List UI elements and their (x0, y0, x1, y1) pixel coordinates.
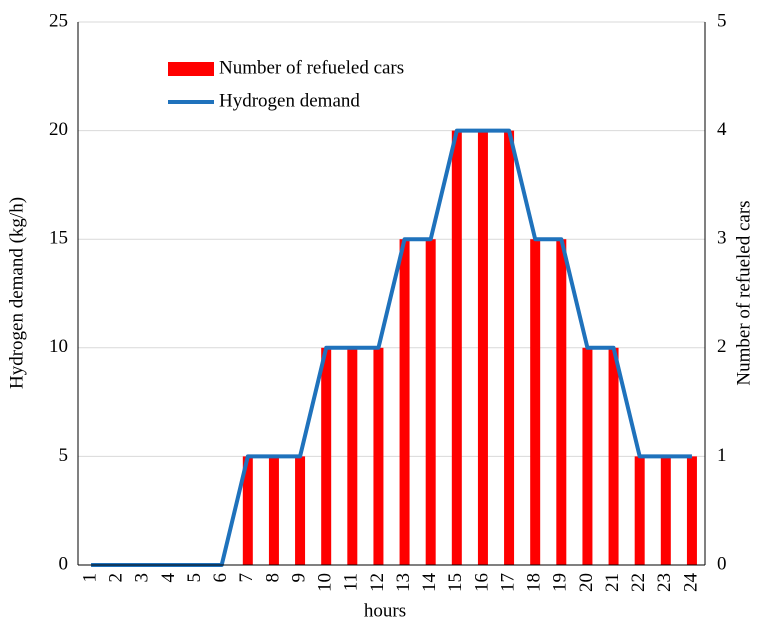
bar (660, 456, 671, 565)
x-tick-label: 8 (262, 573, 283, 583)
legend-label: Hydrogen demand (219, 90, 360, 111)
y-tick-label: 5 (59, 445, 69, 466)
x-tick-label: 22 (628, 573, 649, 592)
bar (634, 456, 645, 565)
x-tick-label: 18 (524, 573, 545, 592)
bar (504, 130, 515, 565)
x-tick-label: 15 (445, 573, 466, 592)
bar (321, 347, 332, 565)
bar (268, 456, 279, 565)
x-tick-label: 12 (367, 573, 388, 592)
bar (373, 347, 384, 565)
y2-tick-label: 2 (717, 336, 727, 357)
y2-tick-label: 0 (717, 553, 727, 574)
y2-tick-label: 3 (717, 228, 727, 249)
x-tick-label: 5 (184, 573, 205, 583)
x-tick-label: 23 (654, 573, 675, 592)
x-tick-label: 14 (419, 573, 440, 593)
x-tick-label: 2 (106, 573, 127, 583)
y2-tick-label: 1 (717, 445, 727, 466)
y-tick-label: 15 (49, 228, 68, 249)
y2-tick-label: 4 (717, 119, 727, 140)
x-tick-label: 21 (602, 573, 623, 592)
x-tick-label: 19 (550, 573, 571, 592)
bar (608, 347, 619, 565)
bar (530, 239, 541, 565)
x-tick-label: 20 (576, 573, 597, 592)
y-axis-title: Hydrogen demand (kg/h) (6, 197, 27, 389)
x-tick-label: 24 (680, 573, 701, 593)
x-tick-label: 10 (315, 573, 336, 592)
x-tick-label: 6 (210, 573, 231, 583)
bar (582, 347, 593, 565)
bar (347, 347, 358, 565)
bar (451, 130, 462, 565)
y-tick-label: 20 (49, 119, 68, 140)
x-tick-label: 17 (497, 573, 518, 592)
x-tick-label: 13 (393, 573, 414, 592)
y2-tick-label: 5 (717, 10, 727, 31)
x-tick-label: 9 (288, 573, 309, 583)
x-tick-label: 3 (132, 573, 153, 583)
bar (425, 239, 436, 565)
x-tick-label: 1 (79, 573, 100, 583)
x-axis-title: hours (364, 600, 406, 621)
bar (399, 239, 410, 565)
x-tick-label: 16 (471, 573, 492, 592)
x-tick-label: 7 (236, 573, 257, 583)
bar (686, 456, 697, 565)
bar (242, 456, 253, 565)
bar (477, 130, 488, 565)
y-tick-label: 10 (49, 336, 68, 357)
bar (556, 239, 567, 565)
y2-axis-title: Number of refueled cars (733, 200, 754, 385)
x-tick-label: 4 (158, 573, 179, 583)
x-tick-label: 11 (341, 573, 362, 591)
y-tick-label: 0 (59, 553, 69, 574)
legend-swatch (168, 62, 214, 76)
y-tick-label: 25 (49, 10, 68, 31)
legend-label: Number of refueled cars (219, 57, 404, 78)
bar (295, 456, 306, 565)
